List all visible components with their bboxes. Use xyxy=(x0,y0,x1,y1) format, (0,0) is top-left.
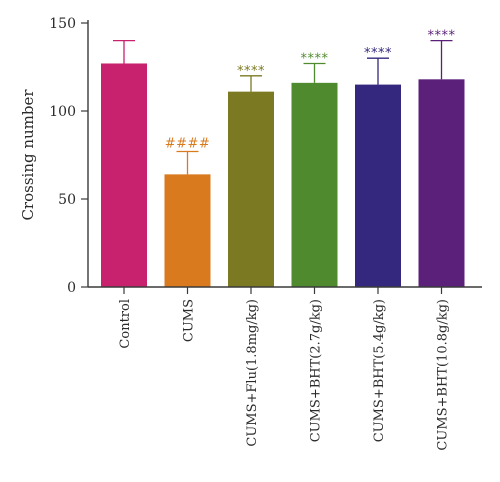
bar xyxy=(164,174,211,287)
error-bar xyxy=(240,75,262,92)
y-tick-label: 0 xyxy=(67,280,76,296)
significance-label: **** xyxy=(237,64,265,79)
y-tick-label: 150 xyxy=(49,16,76,32)
x-tick-label: CUMS+Flu(1.8mg/kg) xyxy=(245,299,260,447)
y-tick-label: 50 xyxy=(58,192,76,208)
x-axis: Control CUMS CUMS+Flu(1.8mg/kg) CUMS+BHT(2.… xyxy=(88,286,482,451)
error-bar xyxy=(367,57,389,85)
bars: #### **** **** **** **** xyxy=(101,29,465,288)
significance-label: **** xyxy=(364,46,392,61)
significance-label: **** xyxy=(428,29,456,44)
y-tick-label: 100 xyxy=(49,104,76,120)
x-tick-label: Control xyxy=(118,299,133,349)
significance-label: **** xyxy=(301,51,329,66)
x-tick-label: CUMS+BHT(2.7g/kg) xyxy=(309,299,324,442)
x-tick-label: CUMS+BHT(10.8g/kg) xyxy=(436,299,451,451)
error-bar xyxy=(113,39,135,64)
error-bar xyxy=(176,150,199,175)
x-tick-label: CUMS+BHT(5.4g/kg) xyxy=(372,299,387,442)
significance-label: #### xyxy=(165,136,211,151)
bar xyxy=(355,84,401,287)
bar xyxy=(291,82,338,287)
bar xyxy=(418,79,465,287)
x-tick-label: CUMS xyxy=(182,299,197,342)
bar xyxy=(101,63,147,288)
y-axis: 0 50 100 150 xyxy=(49,16,89,296)
y-axis-title: Crossing number xyxy=(19,89,37,221)
error-bar xyxy=(303,62,326,83)
bar xyxy=(228,91,274,287)
error-bar xyxy=(430,39,453,80)
